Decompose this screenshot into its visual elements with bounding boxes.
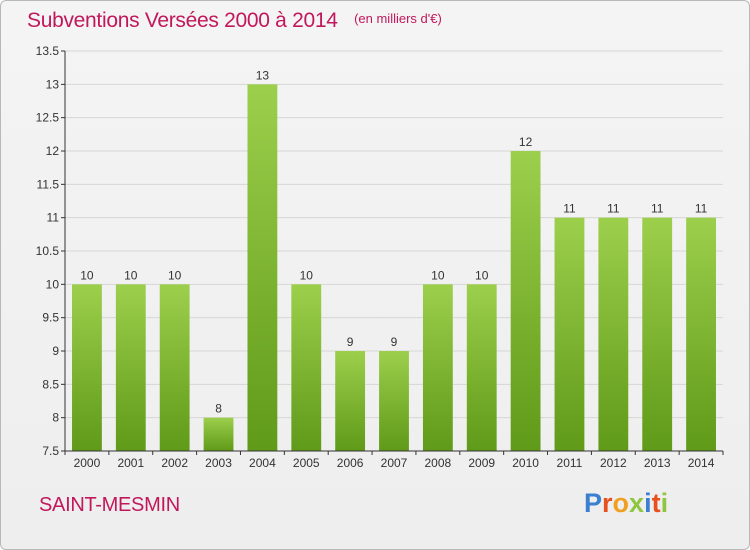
x-tick-label: 2012	[600, 456, 627, 470]
y-tick-label: 7.5	[42, 444, 59, 458]
value-label: 11	[651, 202, 664, 216]
x-tick-label: 2001	[117, 456, 144, 470]
y-tick-label: 8	[52, 411, 59, 425]
bar-2006	[335, 351, 366, 451]
value-label: 8	[215, 402, 222, 416]
logo-letter: o	[612, 488, 630, 518]
bar-2008	[422, 284, 453, 451]
logo-letter: i	[660, 488, 669, 518]
x-tick-label: 2008	[425, 456, 452, 470]
x-tick-label: 2007	[381, 456, 408, 470]
y-tick-label: 10	[46, 277, 60, 291]
y-tick-label: 9.5	[42, 311, 59, 325]
bar-2012	[598, 217, 629, 451]
x-tick-label: 2000	[74, 456, 101, 470]
axes	[61, 50, 724, 455]
value-label: 10	[300, 268, 314, 282]
y-tick-label: 12	[46, 144, 60, 158]
bar-2000	[72, 284, 102, 451]
bar-2011	[554, 217, 585, 451]
y-tick-label: 8.5	[42, 377, 59, 391]
x-tick-label: 2011	[557, 456, 583, 470]
bar-2005	[291, 284, 322, 451]
logo-letter: t	[651, 488, 661, 518]
value-label: 10	[431, 268, 445, 282]
value-label: 11	[607, 202, 620, 216]
y-tick-label: 11	[47, 211, 60, 225]
bar-2001	[115, 284, 146, 451]
x-tick-label: 2014	[688, 456, 715, 470]
y-tick-label: 10.5	[36, 244, 60, 258]
x-tick-label: 2004	[249, 456, 276, 470]
y-tick-label: 11.5	[37, 177, 60, 191]
x-tick-label: 2005	[293, 456, 320, 470]
value-label: 9	[391, 335, 398, 349]
commune-name: SAINT-MESMIN	[39, 494, 180, 516]
proxiti-logo: Proxiti	[584, 488, 668, 519]
value-label: 10	[475, 268, 489, 282]
bars	[72, 84, 716, 451]
bar-2004	[247, 84, 278, 451]
value-label: 13	[256, 68, 270, 82]
x-tick-label: 2003	[205, 456, 232, 470]
chart-subtitle: (en milliers d'€)	[354, 11, 442, 26]
value-label: 10	[80, 268, 94, 282]
x-tick-label: 2010	[512, 456, 539, 470]
value-label: 12	[519, 135, 533, 149]
y-tick-label: 9	[52, 344, 59, 358]
labels: 7.5 8 8.5 9 9.5 10 10.5 11 11.5 12 12.5 13 13.5 10 200…	[36, 44, 715, 470]
bar-2014	[686, 217, 716, 451]
title-row: Subventions Versées 2000 à 2014 (en mill…	[27, 9, 442, 33]
bar-2009	[466, 284, 497, 451]
bar-2002	[159, 284, 190, 451]
x-tick-label: 2006	[337, 456, 364, 470]
y-tick-label: 13	[46, 77, 60, 91]
logo-letter: P	[584, 488, 603, 518]
x-tick-label: 2009	[468, 456, 495, 470]
x-tick-label: 2002	[161, 456, 188, 470]
value-label: 11	[695, 202, 708, 216]
y-tick-label: 12.5	[36, 111, 60, 125]
logo-letter: r	[602, 488, 613, 518]
bar-2003	[203, 417, 234, 451]
chart-title: Subventions Versées 2000 à 2014	[27, 9, 338, 32]
x-tick-label: 2013	[644, 456, 671, 470]
logo-letter: i	[644, 488, 652, 518]
bar-2010	[510, 151, 541, 451]
bar-2013	[642, 217, 673, 451]
value-label: 11	[563, 202, 576, 216]
y-tick-label: 13.5	[36, 44, 60, 58]
value-label: 10	[168, 268, 182, 282]
value-label: 10	[124, 268, 138, 282]
logo-letter: x	[629, 488, 645, 518]
bar-2007	[379, 351, 409, 451]
value-label: 9	[347, 335, 354, 349]
